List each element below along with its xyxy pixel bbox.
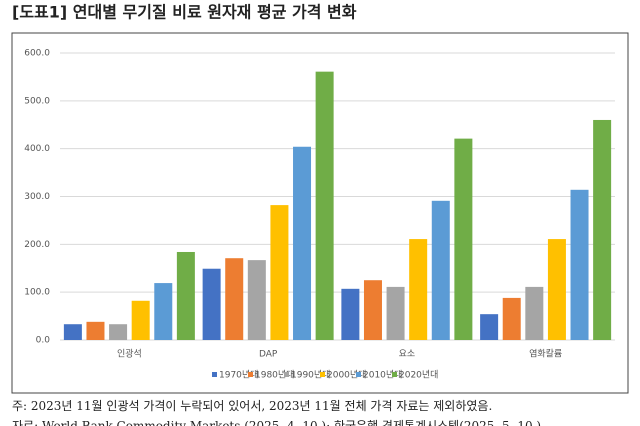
bar — [293, 146, 312, 340]
legend-swatch — [212, 372, 217, 377]
legend-label: 1990년대 — [291, 370, 330, 381]
bar — [176, 251, 195, 340]
legend-label: 1970년대 — [219, 370, 258, 381]
y-tick-label: 100.0 — [24, 288, 50, 298]
bar — [131, 300, 150, 340]
bar — [363, 280, 382, 340]
bar — [480, 314, 499, 340]
source: 자료: World Bank Commodity Markets (2025. … — [12, 418, 541, 426]
chart-title: [도표1] 연대별 무기질 비료 원자재 평균 가격 변화 — [12, 3, 357, 22]
bar — [109, 324, 128, 340]
x-tick-label: DAP — [259, 350, 278, 360]
bar — [247, 260, 266, 340]
bar — [154, 283, 173, 340]
y-tick-label: 400.0 — [24, 144, 50, 154]
bar — [409, 239, 428, 340]
y-tick-label: 600.0 — [24, 49, 50, 59]
bar — [270, 205, 289, 340]
bar — [202, 268, 221, 340]
bar — [502, 297, 521, 340]
bar — [525, 286, 544, 340]
legend-swatch — [320, 372, 325, 377]
legend-swatch — [284, 372, 289, 377]
legend-swatch — [248, 372, 253, 377]
y-tick-label: 500.0 — [24, 96, 50, 106]
legend-label: 2000년대 — [327, 370, 366, 381]
bar — [570, 189, 589, 340]
legend-label: 2020년대 — [399, 370, 438, 381]
y-tick-label: 300.0 — [24, 192, 50, 202]
bar — [225, 258, 244, 340]
x-tick-label: 염화칼륨 — [529, 349, 562, 360]
legend-label: 1980년대 — [255, 370, 294, 381]
bar — [315, 71, 334, 340]
bar — [454, 138, 473, 340]
bar — [386, 286, 405, 340]
bar — [341, 288, 360, 340]
legend-swatch — [356, 372, 361, 377]
x-tick-label: 요소 — [399, 349, 416, 360]
bar — [547, 239, 566, 340]
bar — [86, 321, 105, 340]
bar — [593, 119, 612, 340]
bar — [63, 324, 82, 340]
note: 주: 2023년 11월 인광석 가격이 누락되어 있어서, 2023년 11월… — [12, 399, 492, 413]
bar — [431, 200, 450, 340]
legend-swatch — [392, 372, 397, 377]
y-tick-label: 0.0 — [36, 336, 51, 346]
y-tick-label: 200.0 — [24, 240, 50, 250]
x-tick-label: 인광석 — [117, 348, 142, 360]
chart-frame — [11, 32, 629, 394]
legend-label: 2010년대 — [363, 370, 402, 381]
